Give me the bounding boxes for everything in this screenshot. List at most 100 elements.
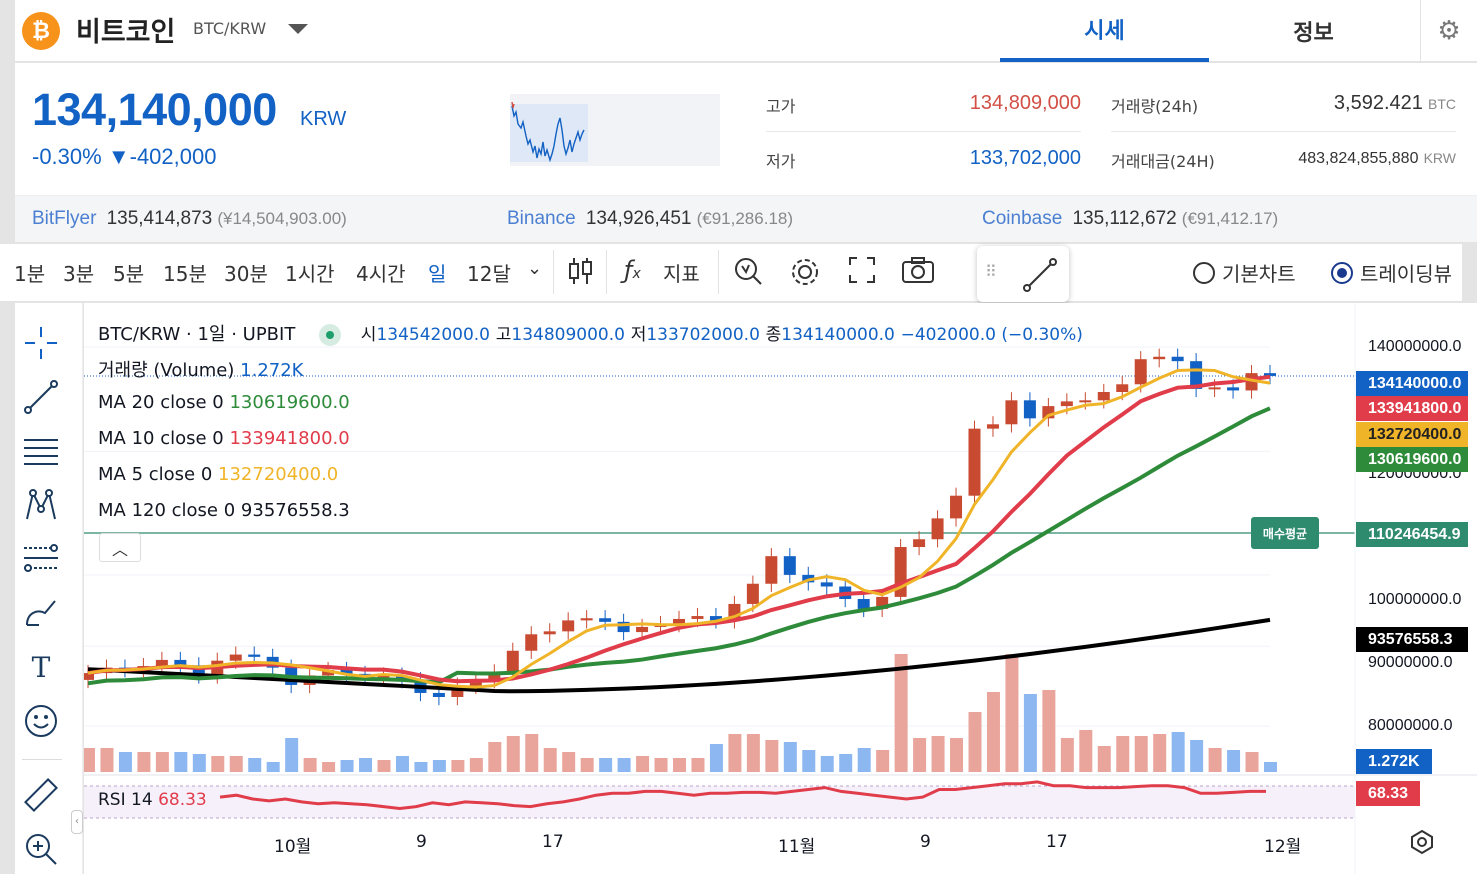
avg-buy-badge: 110246454.9 xyxy=(1356,522,1468,547)
ma20-line xyxy=(87,406,1271,686)
drawing-tool-popup xyxy=(977,246,1069,302)
trend-line-tool-icon[interactable] xyxy=(22,378,60,416)
exchange-coinbase[interactable]: Coinbase 135,112,672 (€91,412.17) xyxy=(982,208,1278,230)
toolbar-divider xyxy=(22,759,62,760)
ruler-icon[interactable] xyxy=(22,776,60,814)
volume-bar xyxy=(931,736,945,772)
fx-icon[interactable]: ƒx xyxy=(624,256,641,284)
chevron-down-icon[interactable]: ⌄ xyxy=(527,258,543,279)
emoji-icon[interactable] xyxy=(22,702,60,740)
candlestick-type-icon[interactable] xyxy=(567,256,595,292)
settings-icon[interactable] xyxy=(789,256,821,294)
sparkline-area xyxy=(510,104,588,162)
rsi-line xyxy=(219,780,1266,811)
symbol-title: BTC/KRW · 1일 · UPBIT xyxy=(98,324,296,345)
timeframe-1m[interactable]: 1분 xyxy=(14,262,46,286)
candle-body xyxy=(377,675,390,678)
pattern-icon[interactable] xyxy=(22,486,60,524)
fullscreen-icon[interactable] xyxy=(848,256,876,290)
toolbar-divider xyxy=(553,250,554,294)
timeframe-5m[interactable]: 5분 xyxy=(113,262,145,286)
candle-body xyxy=(673,618,685,625)
volume-bar xyxy=(229,756,243,772)
divider xyxy=(1111,131,1456,132)
collapse-legend-button[interactable]: ︿ xyxy=(99,533,141,562)
volume-bar xyxy=(174,752,188,772)
radio-tradingview[interactable] xyxy=(1331,262,1353,284)
horizontal-lines-icon[interactable] xyxy=(22,432,60,470)
timeframe-1h[interactable]: 1시간 xyxy=(285,262,335,286)
candle-body xyxy=(783,556,796,575)
text-tool-icon[interactable]: T xyxy=(31,650,51,684)
exchange-name: Coinbase xyxy=(982,208,1063,229)
alert-svg xyxy=(735,258,762,285)
volume-bar xyxy=(488,742,502,772)
candle-body xyxy=(950,495,963,519)
volume-bar xyxy=(1264,762,1277,772)
volume-bar xyxy=(432,760,446,772)
volume-bar xyxy=(1042,690,1056,772)
volume-bar xyxy=(968,712,982,772)
volume-bar xyxy=(1153,734,1167,772)
ohlc-change: −402000.0 (−0.30%) xyxy=(900,325,1083,345)
change-amount: -402,000 xyxy=(129,144,217,169)
candle-body xyxy=(1097,391,1110,401)
radio-basic-chart[interactable] xyxy=(1193,262,1215,284)
bitcoin-icon: ₿ xyxy=(22,12,60,50)
ohlc-low: 133702000.0 xyxy=(646,325,760,345)
timeframe-12mo[interactable]: 12달 xyxy=(467,262,511,286)
zoom-in-icon[interactable] xyxy=(22,830,60,868)
candle-body xyxy=(931,518,944,540)
volume-bar xyxy=(377,760,391,772)
indicator-button[interactable]: 지표 xyxy=(663,262,700,286)
ma5-legend: MA 5 close 0 132720400.0 xyxy=(98,464,338,485)
collapse-toolbar-icon[interactable]: ‹ xyxy=(71,810,83,834)
avg-buy-tag: 매수평균 xyxy=(1251,517,1319,549)
timeframe-30m[interactable]: 30분 xyxy=(224,262,268,286)
candle-body xyxy=(968,428,981,496)
timeframe-3m[interactable]: 3분 xyxy=(63,262,95,286)
alert-icon[interactable] xyxy=(733,256,763,292)
volume-24h: 3,592.421 BTC xyxy=(1250,92,1456,115)
time-axis-settings-icon[interactable] xyxy=(1408,828,1436,860)
volume-bar xyxy=(211,756,225,772)
candle-body xyxy=(1079,400,1092,403)
change-rate: -0.30% xyxy=(32,144,102,169)
timeframe-1d[interactable]: 일 xyxy=(428,262,447,286)
trend-line-icon[interactable] xyxy=(1019,254,1059,298)
timeframe-4h[interactable]: 4시간 xyxy=(356,262,406,286)
timeframe-15m[interactable]: 15분 xyxy=(163,262,207,286)
horizontal-lines-svg xyxy=(24,439,58,465)
ma120-line xyxy=(87,617,1271,694)
camera-icon[interactable] xyxy=(901,256,935,290)
candle-body xyxy=(1171,356,1184,362)
pair-dropdown-icon[interactable] xyxy=(288,24,308,34)
trade-value: 483,824,855,880 KRW xyxy=(1250,148,1456,168)
volume-bar xyxy=(340,760,354,772)
exchange-bitflyer[interactable]: BitFlyer 135,414,873 (¥14,504,903.00) xyxy=(32,208,347,230)
tab-price[interactable]: 시세 xyxy=(1000,0,1209,62)
crosshair-icon[interactable] xyxy=(22,324,60,362)
x-tick-label: 17 xyxy=(542,832,564,852)
price-change: -0.30% ▼-402,000 xyxy=(32,144,216,170)
fib-retracement-icon[interactable] xyxy=(22,540,60,578)
ma20-legend: MA 20 close 0 130619600.0 xyxy=(98,392,350,413)
coin-name: 비트코인 xyxy=(76,17,176,48)
last-price-badge: 134140000.0 xyxy=(1356,371,1468,396)
candle-body xyxy=(691,616,704,619)
candle-body xyxy=(248,654,261,657)
settings-icon[interactable]: ⚙ xyxy=(1420,0,1477,62)
candle-body xyxy=(451,685,464,698)
ohlc-high-label: 고 xyxy=(495,325,512,345)
candle-body xyxy=(876,596,889,609)
exchange-price: 135,112,672 xyxy=(1072,208,1177,229)
ma10-legend-label: MA 10 close 0 xyxy=(98,428,224,449)
candle-body xyxy=(1264,373,1276,376)
tab-info[interactable]: 정보 xyxy=(1293,21,1334,46)
chart-pane[interactable] xyxy=(84,303,1477,874)
price-chart[interactable] xyxy=(84,303,1477,874)
volume-legend-value: 1.272K xyxy=(240,360,304,381)
drag-handle-icon[interactable]: ⠿ xyxy=(985,262,997,281)
brush-icon[interactable] xyxy=(22,594,60,632)
exchange-binance[interactable]: Binance 134,926,451 (€91,286.18) xyxy=(507,208,793,230)
